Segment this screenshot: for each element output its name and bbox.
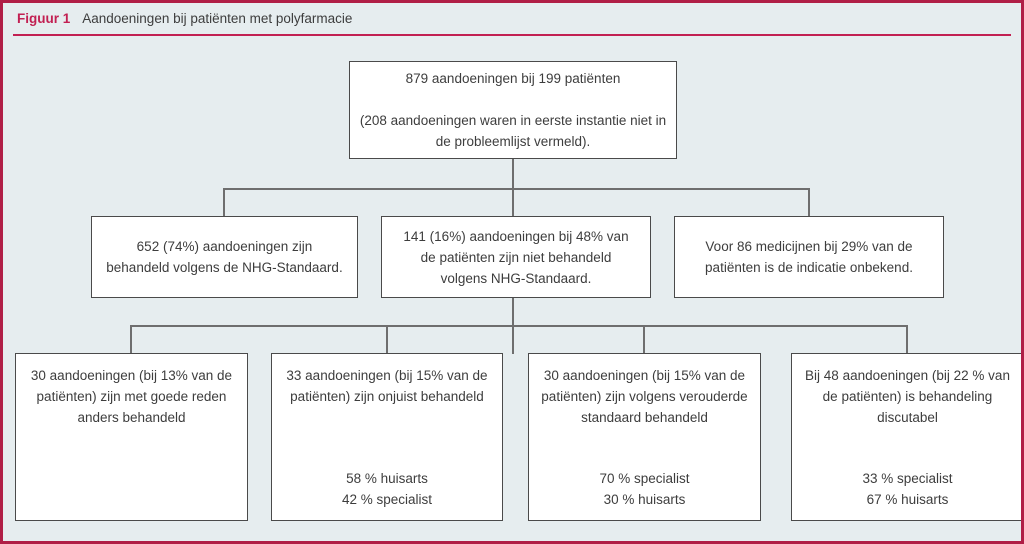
figure-header: Figuur 1 Aandoeningen bij patiënten met p… [17, 11, 352, 26]
connector-level2-horizontal [224, 188, 810, 190]
connector-stub-level3-2 [386, 325, 388, 354]
node-root-line2: (208 aandoeningen waren in eerste instan… [359, 113, 667, 149]
node-incorrectly-treated-text: 33 aandoeningen (bij 15% van de patiënte… [286, 368, 488, 404]
node-treatment-debatable-text: Bij 48 aandoeningen (bij 22 % van de pat… [805, 368, 1010, 425]
node-root: 879 aandoeningen bij 199 patiënten (208 … [349, 61, 677, 159]
connector-stub-level3-1 [130, 325, 132, 354]
figure-label: Figuur 1 [17, 11, 71, 26]
figure-title: Aandoeningen bij patiënten met polyfarma… [82, 11, 353, 26]
node-incorrectly-treated: 33 aandoeningen (bij 15% van de patiënte… [271, 353, 503, 521]
header-rule [13, 34, 1011, 36]
stat-line: 42 % specialist [341, 492, 433, 507]
stat-line: 67 % huisarts [866, 492, 949, 507]
node-not-treated-per-standard-text: 141 (16%) aandoeningen bij 48% van de pa… [403, 228, 629, 286]
connector-stub-level3-4 [906, 325, 908, 354]
node-root-line1: 879 aandoeningen bij 199 patiënten [405, 71, 621, 86]
node-treatment-debatable-stats: 33 % specialist 67 % huisarts [798, 468, 1017, 510]
stat-line: 70 % specialist [599, 471, 690, 486]
node-not-treated-per-standard: 141 (16%) aandoeningen bij 48% van de pa… [381, 216, 651, 298]
node-treated-per-standard: 652 (74%) aandoeningen zijn behandeld vo… [91, 216, 358, 298]
node-indication-unknown-text: Voor 86 medicijnen bij 29% van de patiën… [705, 239, 913, 275]
node-treated-per-standard-text: 652 (74%) aandoeningen zijn behandeld vo… [106, 239, 343, 275]
node-treated-differently: 30 aandoeningen (bij 13% van de patiënte… [15, 353, 248, 521]
connector-stub-level2-1 [223, 188, 225, 217]
stat-line: 58 % huisarts [346, 471, 428, 486]
node-indication-unknown: Voor 86 medicijnen bij 29% van de patiën… [674, 216, 944, 298]
node-outdated-standard: 30 aandoeningen (bij 15% van de patiënte… [528, 353, 761, 521]
connector-level3-horizontal [130, 325, 908, 327]
node-outdated-standard-stats: 70 % specialist 30 % huisarts [535, 468, 754, 510]
node-incorrectly-treated-stats: 58 % huisarts 42 % specialist [278, 468, 496, 510]
node-outdated-standard-text: 30 aandoeningen (bij 15% van de patiënte… [541, 368, 748, 425]
stat-line: 33 % specialist [862, 471, 953, 486]
connector-stub-level2-3 [808, 188, 810, 217]
node-treatment-debatable: Bij 48 aandoeningen (bij 22 % van de pat… [791, 353, 1021, 521]
connector-stub-level3-3 [643, 325, 645, 354]
stat-line: 30 % huisarts [603, 492, 686, 507]
node-treated-differently-text: 30 aandoeningen (bij 13% van de patiënte… [30, 368, 233, 425]
